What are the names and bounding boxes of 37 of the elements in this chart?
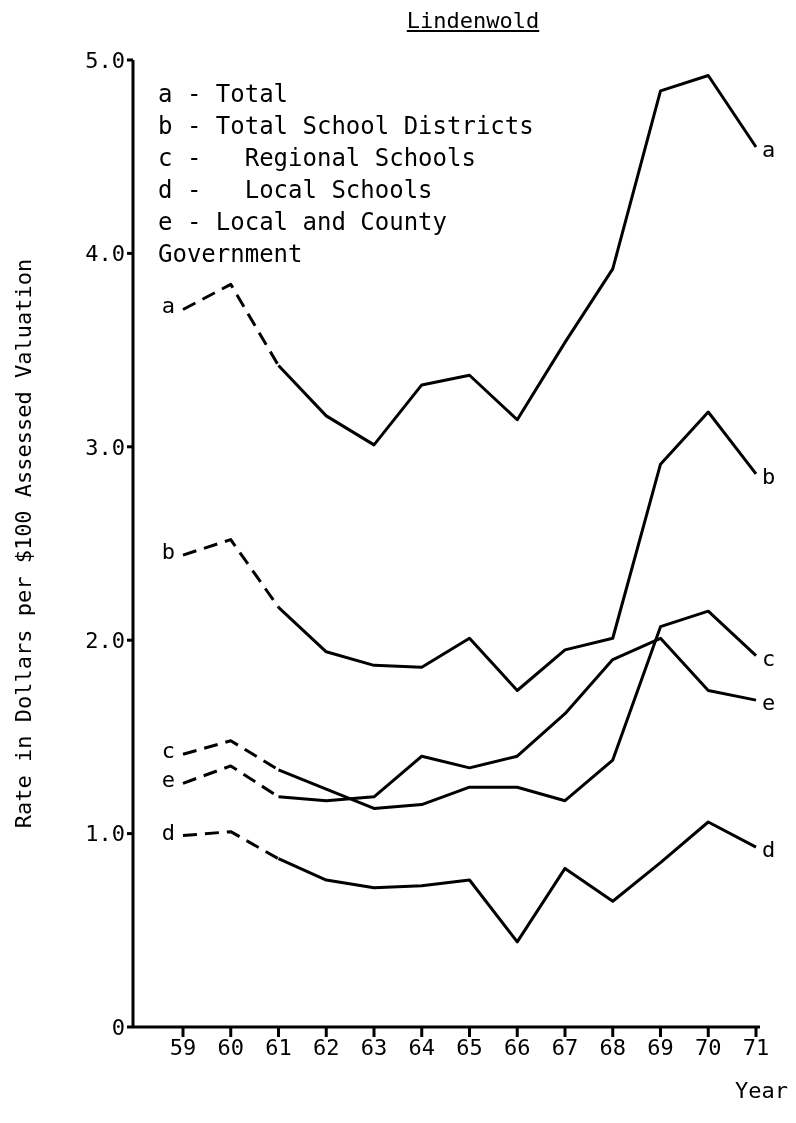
x-tick-label: 66 (504, 1034, 531, 1060)
y-tick-label: 5.0 (85, 47, 125, 73)
series-label: e (762, 690, 776, 716)
annotation: b - Total School Districts (158, 111, 535, 142)
y-tick-label: 3.0 (85, 434, 125, 460)
x-tick-label: 59 (169, 1034, 197, 1060)
y-axis-title: Rate in Dollars per $100 Assessed Valuation (10, 258, 36, 829)
series-label: d (762, 837, 776, 863)
y-tick-label: 4.0 (85, 241, 125, 267)
series-label: c (161, 738, 175, 764)
x-tick-label: 61 (265, 1034, 292, 1060)
series-label: a (161, 293, 175, 319)
y-tick-label: 2.0 (85, 628, 125, 654)
x-tick-label: 62 (313, 1034, 340, 1060)
series-label: a (762, 137, 776, 163)
x-tick-label: 67 (551, 1034, 579, 1060)
series-label: c (762, 645, 776, 671)
annotation: d - Local Schools (158, 175, 434, 206)
y-tick-label: 1.0 (85, 821, 125, 847)
series-label: b (762, 463, 776, 489)
x-tick-label: 71 (742, 1034, 770, 1060)
series-label: d (161, 819, 175, 845)
annotation: e - Local and County Government (158, 207, 448, 270)
x-tick-label: 68 (599, 1034, 626, 1060)
annotation: c - Regional Schools (158, 143, 477, 174)
x-tick-label: 63 (360, 1034, 388, 1060)
x-tick-label: 60 (217, 1034, 244, 1060)
x-axis-title: Year (735, 1078, 788, 1103)
chart-title: Lindenwold (405, 8, 541, 33)
series-label: e (161, 767, 175, 793)
x-tick-label: 70 (695, 1034, 722, 1060)
x-tick-label: 64 (408, 1034, 435, 1060)
x-tick-label: 65 (456, 1034, 483, 1060)
annotation: a - Total (158, 79, 290, 110)
x-tick-label: 69 (647, 1034, 674, 1060)
series-label: b (161, 539, 175, 565)
y-tick-label: 0 (111, 1014, 125, 1040)
